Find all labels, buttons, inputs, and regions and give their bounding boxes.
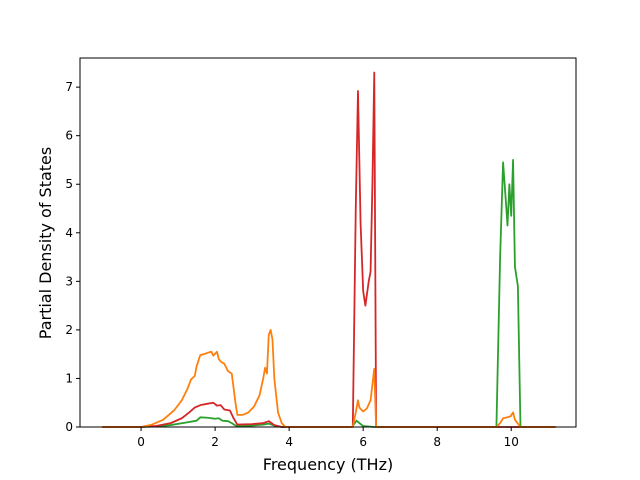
x-tick-label: 10	[504, 435, 519, 449]
y-axis-label: Partial Density of States	[36, 147, 55, 339]
plot-frame	[79, 57, 577, 428]
x-axis-label: Frequency (THz)	[263, 455, 393, 474]
x-tick-label: 6	[359, 435, 367, 449]
x-axis-ticks: 0 2 4 6 8 10	[137, 427, 519, 449]
x-tick-label: 8	[433, 435, 441, 449]
series-line-2	[102, 71, 556, 428]
x-tick-label: 4	[285, 435, 293, 449]
y-tick-label: 6	[65, 129, 73, 143]
y-tick-label: 4	[65, 226, 73, 240]
y-tick-label: 5	[65, 177, 73, 191]
x-tick-label: 2	[211, 435, 219, 449]
y-axis-ticks: 0 1 2 3 4 5 6 7	[65, 80, 80, 434]
y-tick-label: 3	[65, 274, 73, 288]
y-tick-label: 2	[65, 323, 73, 337]
series-line-3	[102, 328, 556, 428]
x-tick-label: 0	[137, 435, 145, 449]
y-tick-label: 1	[65, 371, 73, 385]
series-layer	[102, 71, 556, 428]
y-tick-label: 0	[65, 420, 73, 434]
y-tick-label: 7	[65, 80, 73, 94]
